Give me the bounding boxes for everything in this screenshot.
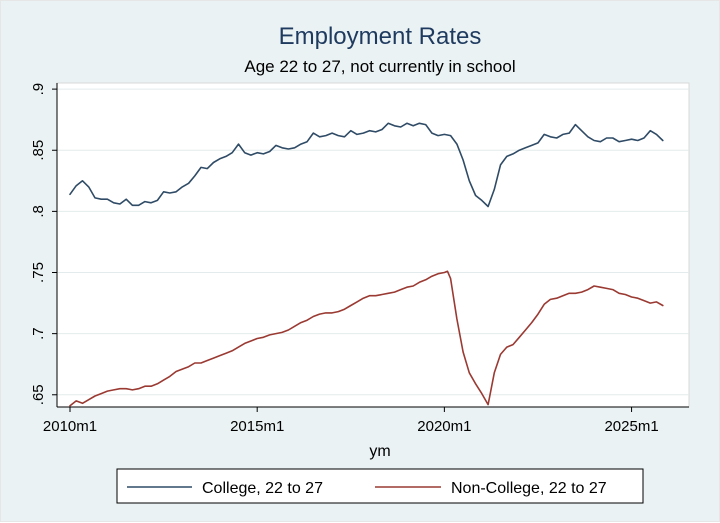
y-tick-label: .8: [30, 205, 47, 218]
x-axis-label: ym: [369, 443, 390, 460]
chart-subtitle: Age 22 to 27, not currently in school: [244, 57, 515, 76]
chart-title: Employment Rates: [279, 23, 482, 50]
legend-box: [116, 468, 644, 504]
series-line-non-college: [69, 270, 664, 407]
x-tick-label: 2010m1: [43, 418, 97, 435]
gridlines: [57, 88, 689, 396]
y-axis: .65 .7 .75 .8 .85 .9: [30, 83, 58, 407]
legend-label-non-college: Non-College, 22 to 27: [451, 480, 607, 497]
series-layer: [69, 122, 664, 407]
y-tick-label: .9: [30, 83, 47, 96]
series-line-college: [69, 122, 664, 208]
y-tick-label: .65: [30, 384, 47, 405]
y-tick-label: .7: [30, 327, 47, 340]
legend: College, 22 to 27 Non-College, 22 to 27: [116, 468, 644, 504]
y-tick-label: .85: [30, 140, 47, 161]
x-axis: 2010m1 2015m1 2020m1 2025m1: [43, 406, 689, 435]
x-tick-label: 2015m1: [230, 418, 284, 435]
y-tick-label: .75: [30, 262, 47, 283]
x-tick-label: 2020m1: [417, 418, 471, 435]
legend-label-college: College, 22 to 27: [202, 480, 323, 497]
x-tick-label: 2025m1: [604, 418, 658, 435]
plot-area: [56, 82, 690, 408]
